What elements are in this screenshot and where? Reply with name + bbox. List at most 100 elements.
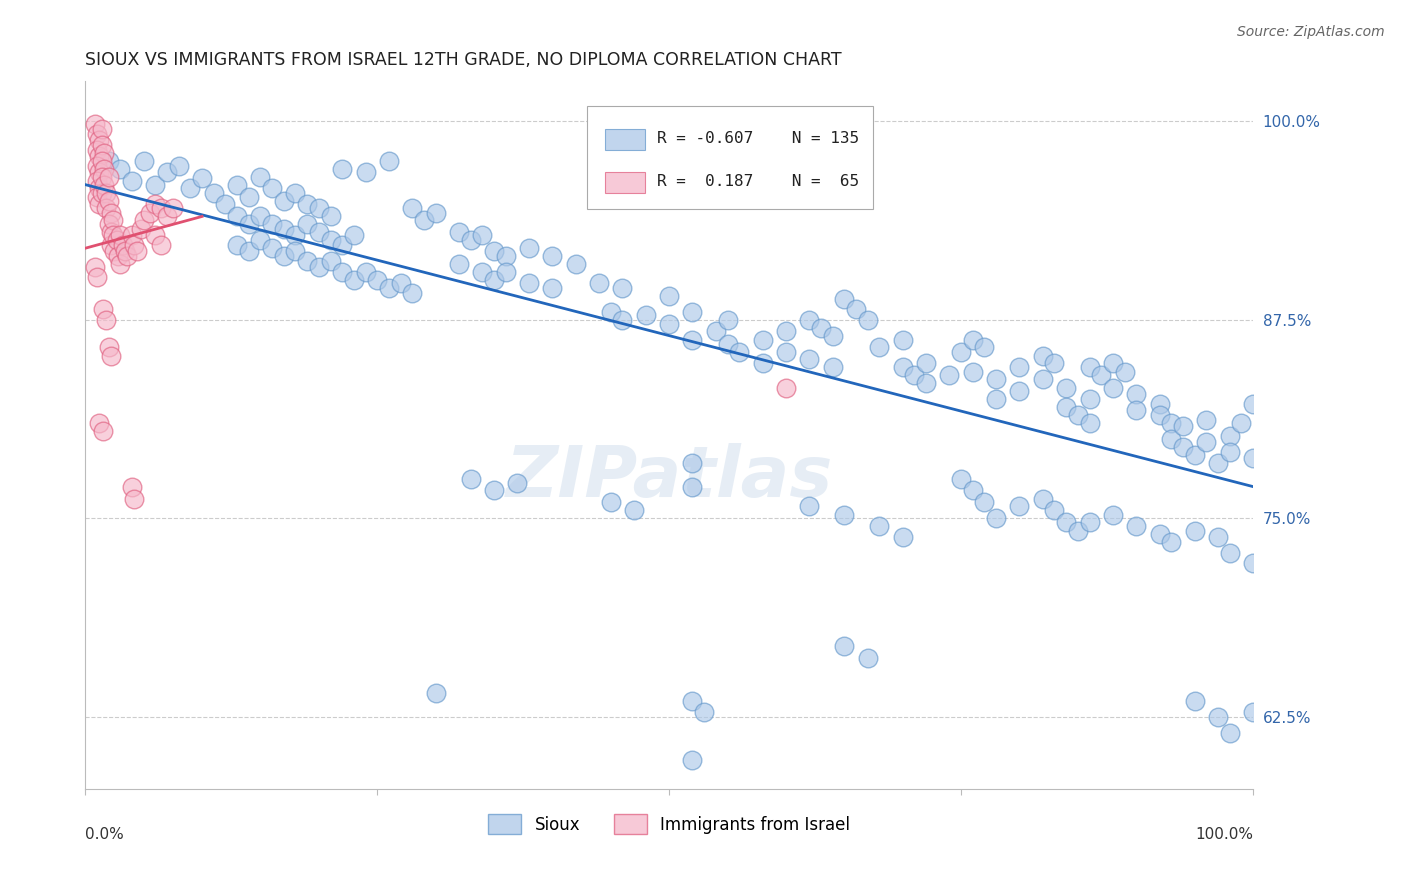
Point: [482, 483, 505, 497]
Point: [984, 392, 1007, 407]
Point: [308, 202, 330, 216]
Point: [273, 222, 295, 236]
Point: [447, 257, 470, 271]
Point: [100, 349, 122, 363]
Point: [86, 190, 108, 204]
Point: [775, 324, 797, 338]
Point: [1078, 515, 1101, 529]
Point: [1195, 435, 1218, 450]
Point: [1160, 416, 1182, 430]
Point: [599, 305, 621, 319]
Point: [471, 228, 494, 243]
Point: [1067, 524, 1090, 538]
Point: [634, 308, 657, 322]
Point: [319, 210, 342, 224]
Point: [179, 181, 201, 195]
Point: [832, 292, 855, 306]
Point: [1054, 381, 1077, 395]
Point: [284, 244, 307, 259]
Point: [226, 178, 249, 192]
Point: [86, 159, 108, 173]
Text: R = -0.607    N = 135: R = -0.607 N = 135: [658, 131, 859, 145]
Point: [821, 360, 844, 375]
Legend: Sioux, Immigrants from Israel: Sioux, Immigrants from Israel: [481, 808, 856, 840]
Point: [89, 133, 111, 147]
Point: [460, 472, 482, 486]
Point: [191, 171, 214, 186]
Point: [143, 228, 166, 243]
Point: [114, 244, 136, 259]
Point: [131, 222, 153, 236]
Point: [1043, 356, 1066, 370]
Point: [121, 480, 143, 494]
Point: [273, 249, 295, 263]
Point: [517, 276, 540, 290]
Text: Source: ZipAtlas.com: Source: ZipAtlas.com: [1237, 25, 1385, 39]
Point: [262, 181, 284, 195]
Point: [97, 153, 120, 168]
Point: [1078, 360, 1101, 375]
Point: [97, 218, 120, 232]
Point: [100, 225, 122, 239]
Point: [86, 143, 108, 157]
Point: [308, 225, 330, 239]
Point: [682, 694, 704, 708]
Point: [1241, 450, 1264, 465]
Point: [506, 476, 529, 491]
Point: [226, 210, 249, 224]
Point: [728, 344, 751, 359]
Point: [599, 495, 621, 509]
Point: [90, 137, 112, 152]
Point: [891, 334, 914, 348]
Point: [1125, 519, 1147, 533]
Point: [845, 301, 868, 316]
Point: [1219, 444, 1241, 458]
Point: [86, 127, 108, 141]
Point: [90, 186, 112, 200]
Point: [856, 651, 879, 665]
Point: [447, 225, 470, 239]
Point: [238, 244, 260, 259]
Point: [471, 265, 494, 279]
Point: [682, 334, 704, 348]
Point: [103, 244, 125, 259]
Point: [962, 334, 984, 348]
Text: R =  0.187    N =  65: R = 0.187 N = 65: [658, 174, 859, 189]
Point: [821, 328, 844, 343]
Point: [1171, 440, 1194, 454]
Point: [1078, 392, 1101, 407]
Point: [658, 289, 681, 303]
Point: [93, 145, 115, 160]
Point: [343, 228, 366, 243]
Point: [1008, 499, 1031, 513]
Point: [143, 178, 166, 192]
Point: [91, 301, 114, 316]
Point: [495, 249, 517, 263]
Point: [973, 340, 995, 354]
Point: [121, 174, 143, 188]
Point: [682, 305, 704, 319]
Point: [1102, 508, 1125, 523]
Point: [482, 244, 505, 259]
Point: [117, 249, 139, 263]
Point: [1149, 408, 1171, 422]
Point: [682, 753, 704, 767]
Point: [107, 249, 129, 263]
Point: [124, 238, 146, 252]
Point: [658, 318, 681, 332]
Point: [915, 356, 938, 370]
Point: [262, 218, 284, 232]
Point: [1160, 432, 1182, 446]
Point: [202, 186, 225, 200]
Point: [891, 531, 914, 545]
Point: [83, 260, 105, 275]
Point: [132, 153, 155, 168]
Point: [401, 202, 423, 216]
Point: [1206, 456, 1229, 470]
Point: [1149, 527, 1171, 541]
Point: [413, 212, 436, 227]
Point: [1184, 448, 1206, 462]
Point: [612, 281, 634, 295]
Point: [284, 186, 307, 200]
Point: [682, 456, 704, 470]
